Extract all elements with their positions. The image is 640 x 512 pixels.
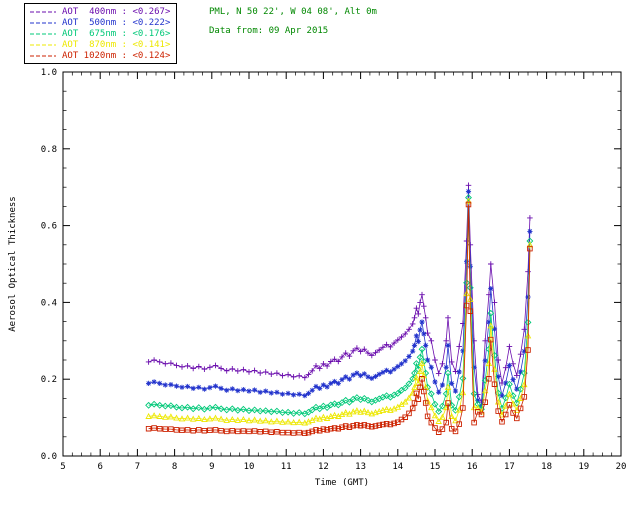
y-tick-label: 0.4: [41, 298, 57, 308]
x-tick-label: 12: [318, 462, 329, 472]
legend-item-400nm: AOT 400nm : <0.267>: [28, 6, 170, 17]
x-tick-label: 6: [97, 462, 102, 472]
x-tick-label: 18: [541, 462, 552, 472]
y-tick-label: 1.0: [41, 68, 57, 78]
x-tick-label: 14: [392, 462, 403, 472]
x-tick-label: 10: [244, 462, 255, 472]
legend-label: AOT 1020nm : <0.124>: [62, 50, 171, 61]
header-text: PML, N 50 22', W 04 08', Alt 0m Data fro…: [209, 7, 377, 37]
x-tick-label: 17: [504, 462, 515, 472]
legend-item-1020nm: AOT 1020nm : <0.124>: [28, 50, 170, 61]
series-500nm: [146, 188, 533, 409]
x-tick-label: 11: [281, 462, 292, 472]
y-tick-label: 0.8: [41, 145, 57, 155]
legend-line-sample: [30, 33, 56, 34]
legend-item-870nm: AOT 870nm : <0.141>: [28, 39, 170, 50]
legend-label: AOT 675nm : <0.176>: [62, 28, 171, 39]
y-axis-label: Aerosol Optical Thickness: [8, 196, 18, 332]
x-tick-label: 15: [430, 462, 441, 472]
series-870nm: [145, 197, 534, 426]
legend-label: AOT 400nm : <0.267>: [62, 6, 171, 17]
legend-label: AOT 870nm : <0.141>: [62, 39, 171, 50]
series-400nm: [145, 182, 533, 405]
axes: 5 6 7 8 9 10 11 12 13 14 15 16 17 18 19 20 0.0 0.2 0.4 0.6 0…: [41, 68, 627, 472]
legend-item-500nm: AOT 500nm : <0.222>: [28, 17, 170, 28]
series-1020nm: [145, 201, 533, 437]
legend-line-sample: [30, 11, 56, 12]
x-tick-label: 9: [209, 462, 214, 472]
station-info: PML, N 50 22', W 04 08', Alt 0m: [209, 7, 377, 17]
legend-line-sample: [30, 22, 56, 23]
y-tick-label: 0.0: [41, 452, 57, 462]
x-tick-label: 20: [616, 462, 627, 472]
legend-item-675nm: AOT 675nm : <0.176>: [28, 28, 170, 39]
y-tick-label: 0.6: [41, 222, 57, 232]
x-tick-label: 13: [355, 462, 366, 472]
x-tick-label: 5: [60, 462, 65, 472]
x-tick-label: 8: [172, 462, 177, 472]
legend-line-sample: [30, 55, 56, 56]
x-tick-label: 7: [135, 462, 140, 472]
x-tick-label: 19: [578, 462, 589, 472]
date-info: Data from: 09 Apr 2015: [209, 26, 329, 36]
x-tick-label: 16: [467, 462, 478, 472]
legend: AOT 400nm : <0.267> AOT 500nm : <0.222> AO…: [24, 3, 178, 64]
y-tick-label: 0.2: [41, 375, 57, 385]
x-axis-label: Time (GMT): [314, 478, 370, 488]
legend-line-sample: [30, 44, 56, 45]
legend-label: AOT 500nm : <0.222>: [62, 17, 171, 28]
